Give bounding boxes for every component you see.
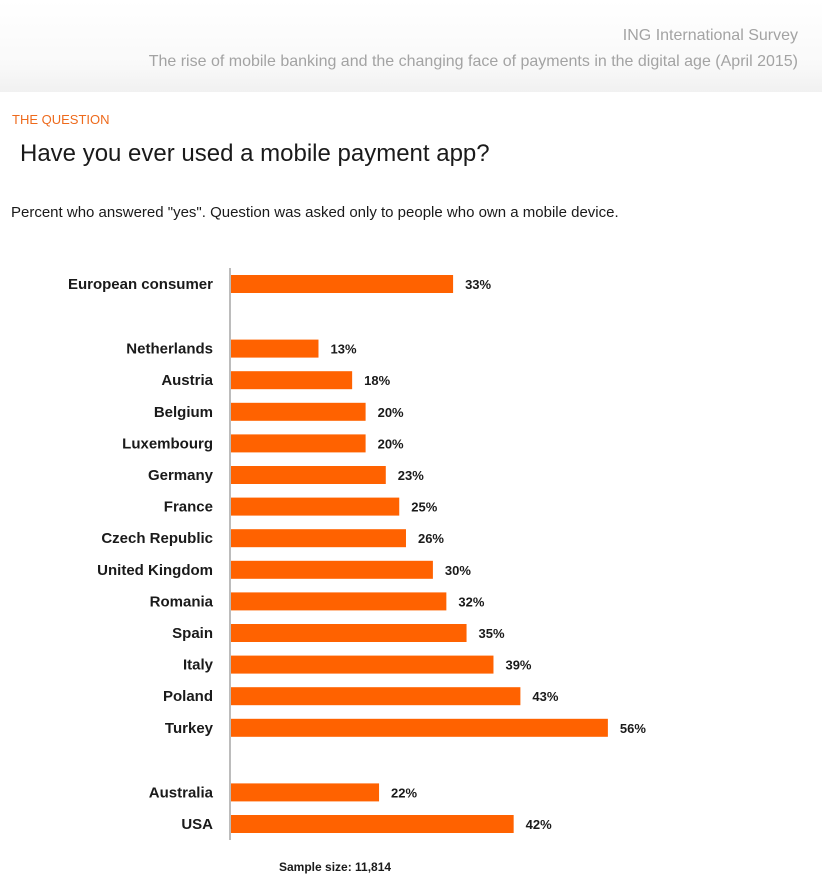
bar [231, 592, 447, 611]
question-heading: Have you ever used a mobile payment app? [20, 140, 490, 167]
data-label: 30% [445, 563, 471, 578]
category-label: Czech Republic [101, 530, 213, 547]
data-label: 26% [418, 531, 444, 546]
data-label: 39% [505, 658, 531, 673]
bar [231, 275, 454, 293]
data-label: 43% [532, 689, 558, 704]
category-label: USA [181, 816, 213, 833]
bar [231, 371, 353, 390]
report-title: ING International Survey [622, 27, 798, 44]
data-label: 20% [378, 436, 404, 451]
category-label: Germany [148, 467, 214, 484]
bar [231, 339, 319, 358]
category-label: United Kingdom [97, 562, 213, 579]
data-label: 20% [378, 405, 404, 420]
bar [231, 687, 521, 706]
chart-note: Percent who answered "yes". Question was… [11, 204, 619, 221]
bar [231, 624, 467, 642]
category-label: Luxembourg [122, 435, 213, 452]
data-label: 35% [479, 626, 505, 641]
bar [231, 402, 366, 421]
bar [231, 560, 433, 579]
report-header: ING International Survey The rise of mob… [0, 0, 822, 92]
bar [231, 655, 494, 674]
category-label: Turkey [165, 720, 214, 737]
bar [231, 434, 366, 453]
sample-size-note: Sample size: 11,814 [279, 860, 392, 874]
data-label: 25% [411, 500, 437, 515]
data-label: 23% [398, 468, 424, 483]
data-label: 18% [364, 373, 390, 388]
category-label: Spain [172, 625, 213, 642]
bar [231, 466, 386, 484]
data-label: 33% [465, 277, 491, 292]
category-label: Poland [163, 688, 213, 705]
data-label: 32% [458, 594, 484, 609]
category-label: Italy [183, 657, 214, 674]
bar [231, 718, 608, 737]
bar [231, 497, 400, 516]
category-label: France [164, 499, 213, 516]
category-label: Austria [161, 372, 213, 389]
bar [231, 783, 380, 802]
category-label: Netherlands [126, 341, 213, 358]
report-subtitle: The rise of mobile banking and the chang… [148, 53, 798, 70]
category-label: Australia [149, 784, 214, 801]
category-label: Romania [150, 593, 214, 610]
data-label: 13% [330, 342, 356, 357]
bar [231, 529, 406, 548]
category-label: Belgium [154, 404, 213, 421]
data-label: 56% [620, 721, 646, 736]
bar [231, 815, 514, 833]
section-eyebrow: THE QUESTION [12, 112, 110, 127]
data-label: 22% [391, 785, 417, 800]
category-label: European consumer [68, 276, 213, 293]
data-label: 42% [526, 817, 552, 832]
